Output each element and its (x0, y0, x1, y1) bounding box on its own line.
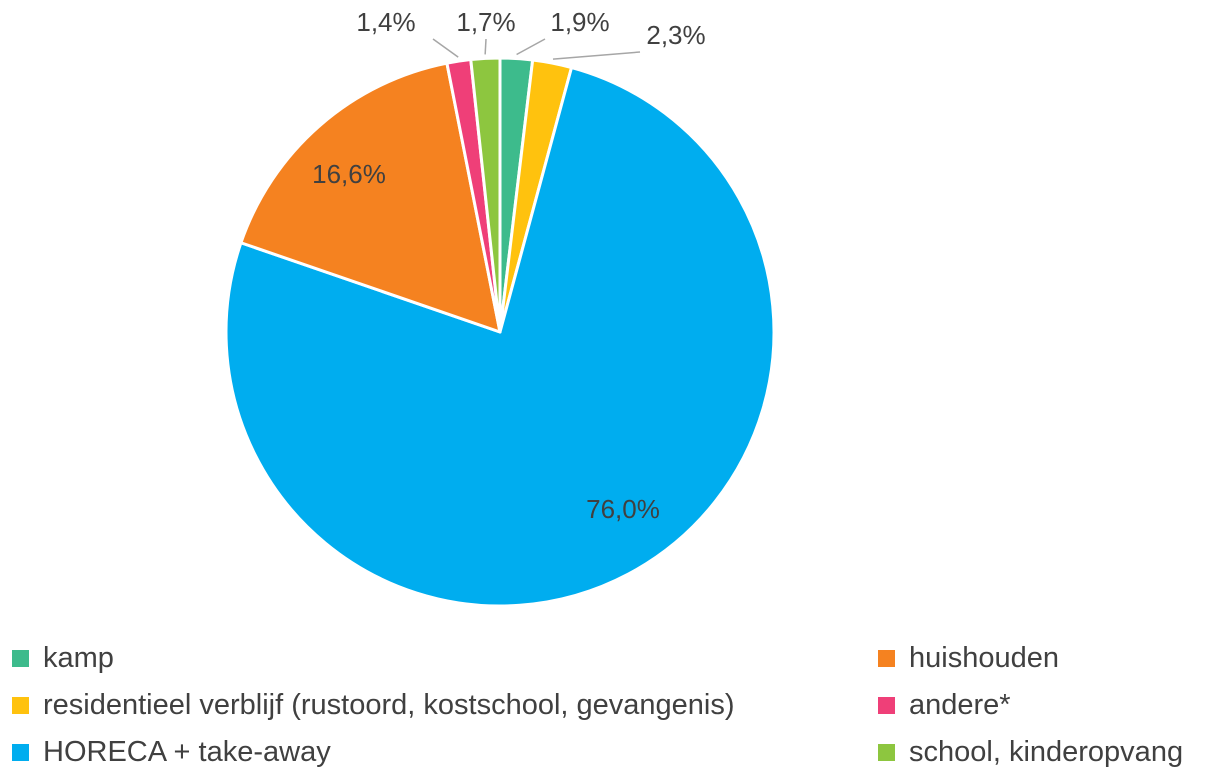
pie-slice-school-kinderopvang (469, 56, 502, 334)
legend-item-andere: andere* (878, 683, 1011, 727)
legend-swatch-residentieel-verblijf (12, 696, 29, 714)
leader-line-kamp (516, 38, 546, 56)
legend-swatch-huishouden (878, 649, 895, 667)
legend-label-horeca: HORECA + take-away (43, 735, 331, 768)
pie-slice-huishouden (239, 61, 502, 334)
data-label-horeca-take-away: 76,0% (586, 494, 660, 524)
legend-label-kamp: kamp (43, 641, 114, 674)
legend-label-residentieel-verblijf: residentieel verblijf (rustoord, kostsch… (43, 688, 735, 721)
data-label-andere: 1,4% (356, 7, 415, 37)
legend-swatch-school (878, 743, 895, 761)
pie-slice-horeca-take-away (224, 66, 776, 608)
legend-swatch-kamp (12, 649, 29, 667)
chart-legend: kamp residentieel verblijf (rustoord, ko… (0, 636, 1227, 777)
legend-label-huishouden: huishouden (909, 641, 1059, 674)
legend-item-residentieel-verblijf: residentieel verblijf (rustoord, kostsch… (12, 683, 735, 727)
data-label-school-kinderopvang: 1,7% (456, 7, 515, 37)
legend-label-school: school, kinderopvang (909, 735, 1184, 768)
legend-item-school: school, kinderopvang (878, 730, 1183, 774)
legend-swatch-horeca (12, 743, 29, 761)
leader-line-school-kinderopvang (484, 38, 487, 55)
legend-item-kamp: kamp (12, 636, 114, 680)
legend-swatch-andere (878, 696, 895, 714)
data-label-residentieel-verblijf-rustoord-kostschool-gevangenis: 2,3% (646, 20, 705, 50)
leader-line-residentieel-verblijf-rustoord-kostschool-gevangenis (552, 51, 641, 60)
data-label-kamp: 1,9% (550, 7, 609, 37)
pie-slices (224, 56, 776, 608)
legend-item-huishouden: huishouden (878, 636, 1059, 680)
data-label-huishouden: 16,6% (312, 159, 386, 189)
leader-line-andere (432, 38, 459, 58)
leader-lines (432, 38, 641, 60)
pie-chart: 1,9% 2,3% 76,0% 16,6% 1,4% 1,7% (224, 7, 776, 608)
legend-item-horeca: HORECA + take-away (12, 730, 331, 774)
legend-label-andere: andere* (909, 688, 1011, 721)
data-labels: 1,9% 2,3% 76,0% 16,6% 1,4% 1,7% (312, 7, 706, 524)
